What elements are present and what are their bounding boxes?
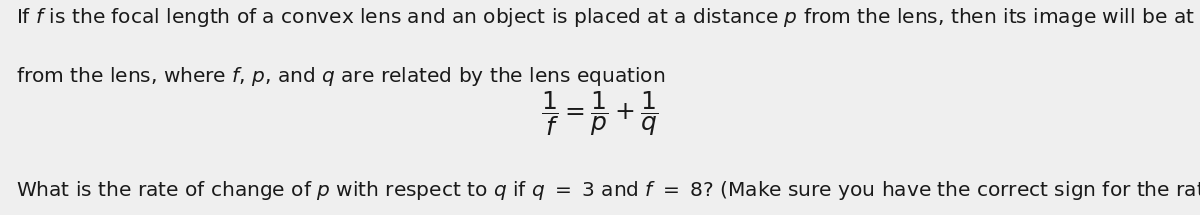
Text: from the lens, where $\it{f}$, $\it{p}$, and $\it{q}$ are related by the lens eq: from the lens, where $\it{f}$, $\it{p}$,…	[16, 64, 665, 88]
Text: $\dfrac{1}{f} = \dfrac{1}{p} + \dfrac{1}{q}$: $\dfrac{1}{f} = \dfrac{1}{p} + \dfrac{1}…	[541, 89, 659, 138]
Text: If $\it{f}$ is the focal length of a convex lens and an object is placed at a di: If $\it{f}$ is the focal length of a con…	[16, 6, 1200, 29]
Text: What is the rate of change of $\it{p}$ with respect to $\it{q}$ if $\it{q}$ $=$ : What is the rate of change of $\it{p}$ w…	[16, 179, 1200, 202]
